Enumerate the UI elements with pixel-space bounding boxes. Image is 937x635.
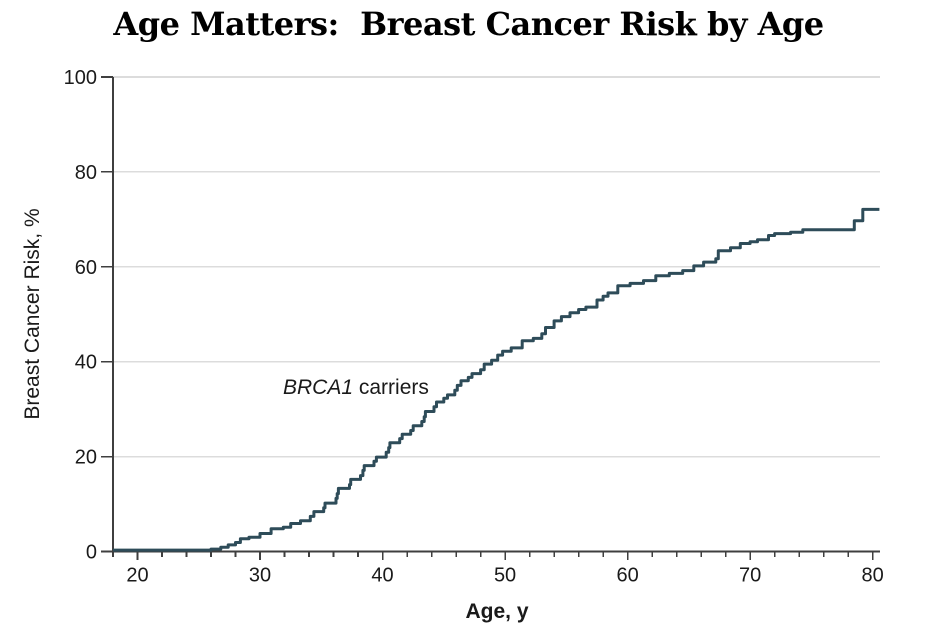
x-tick-label: 30 bbox=[249, 565, 271, 587]
x-tick-label: 70 bbox=[739, 565, 761, 587]
series-label-text: carriers bbox=[353, 376, 429, 399]
x-axis-title: Age, y bbox=[465, 600, 529, 623]
series-label-italic: BRCA1 bbox=[283, 376, 354, 399]
y-tick-label: 100 bbox=[64, 67, 97, 89]
y-tick-label: 60 bbox=[75, 257, 97, 279]
x-tick-label: 40 bbox=[371, 565, 393, 587]
series-label: BRCA1 carriers bbox=[283, 376, 429, 400]
y-tick-label: 20 bbox=[75, 447, 97, 469]
y-tick-label: 80 bbox=[75, 162, 97, 184]
x-tick-label: 20 bbox=[126, 565, 148, 587]
x-tick-label: 50 bbox=[494, 565, 516, 587]
chart-title: Age Matters: Breast Cancer Risk by Age bbox=[113, 5, 824, 43]
y-tick-label: 40 bbox=[75, 352, 97, 374]
x-tick-label: 60 bbox=[616, 565, 638, 587]
y-tick-label: 0 bbox=[86, 542, 97, 564]
risk-curve bbox=[113, 207, 880, 552]
y-axis-title: Breast Cancer Risk, % bbox=[21, 208, 44, 420]
x-tick-label: 80 bbox=[862, 565, 884, 587]
